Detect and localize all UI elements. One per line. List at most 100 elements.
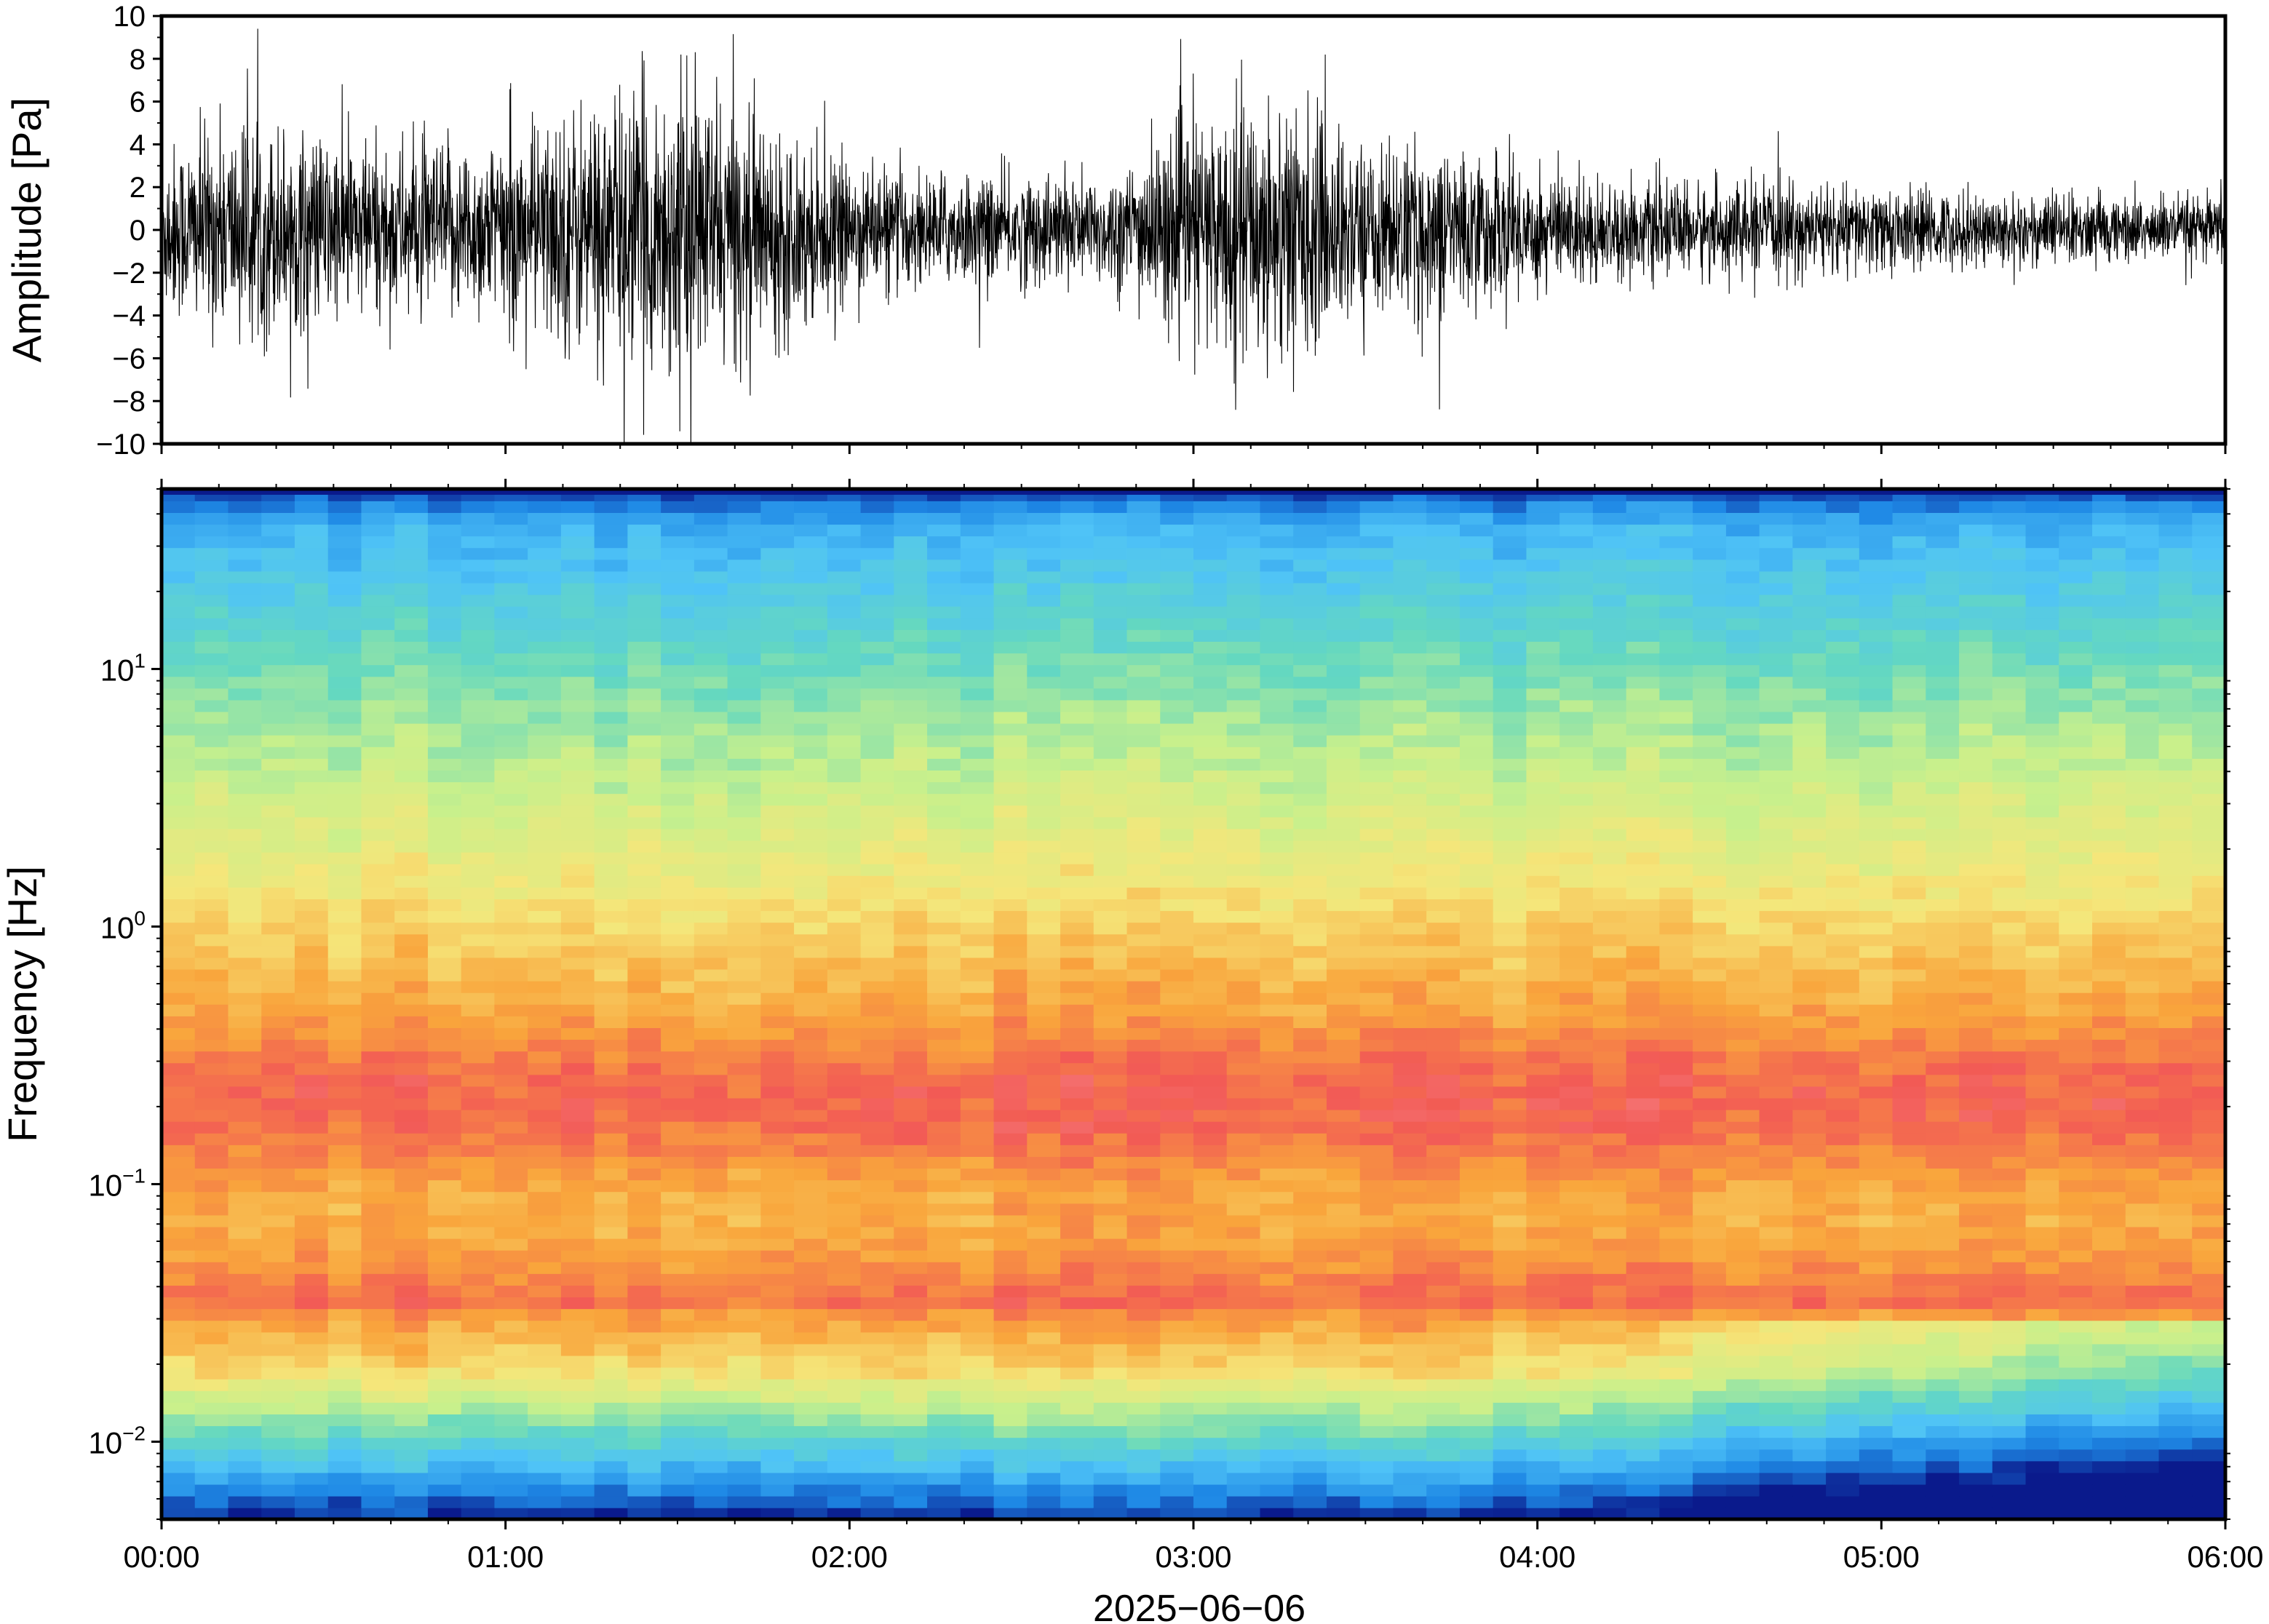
spectrogram-cell <box>1459 1214 1494 1227</box>
spectrogram-cell <box>1359 1437 1394 1450</box>
spectrogram-cell <box>1859 1460 1894 1473</box>
spectrogram-cell <box>860 1145 895 1157</box>
spectrogram-cell <box>1659 1168 1693 1181</box>
spectrogram-cell <box>1160 1191 1194 1204</box>
spectrogram-cell <box>1393 980 1427 993</box>
spectrogram-cell <box>1826 1238 1860 1251</box>
spectrogram-cell <box>162 1238 196 1251</box>
spectrogram-cell <box>162 1109 196 1122</box>
spectrogram-cell <box>1226 1308 1261 1321</box>
spectrogram-cell <box>361 1226 395 1239</box>
spectrogram-cell <box>1626 747 1661 759</box>
spectrogram-cell <box>261 1414 295 1427</box>
spectrogram-cell <box>1559 501 1594 513</box>
spectrogram-cell <box>927 863 961 876</box>
spectrogram-cell <box>461 1016 496 1028</box>
spectrogram-cell <box>327 559 362 572</box>
spectrogram-cell <box>960 968 995 982</box>
spectrogram-cell <box>1293 653 1327 666</box>
spectrogram-cell <box>1725 664 1760 677</box>
spectrogram-cell <box>1859 699 1894 712</box>
spectrogram-cell <box>1027 1062 1061 1075</box>
spectrogram-cell <box>727 605 762 618</box>
spectrogram-cell <box>694 1308 728 1321</box>
spectrogram-cell <box>1659 512 1693 525</box>
spectrogram-cell <box>1493 1027 1527 1040</box>
spectrogram-cell <box>960 1332 995 1345</box>
spectrogram-cell <box>827 559 862 572</box>
spectrogram-cell <box>760 1086 795 1099</box>
spectrogram-cell <box>1126 1378 1161 1391</box>
spectrogram-cell <box>727 711 762 724</box>
spectrogram-cell <box>1359 1004 1394 1016</box>
spectrogram-cell <box>1792 934 1827 947</box>
spectrogram-cell <box>960 1273 995 1286</box>
spectrogram-cell <box>1060 899 1094 912</box>
spectrogram-cell <box>760 1039 795 1052</box>
spectrogram-cell <box>294 1097 329 1110</box>
spectrogram-cell <box>1060 816 1094 829</box>
spectrogram-cell <box>760 559 795 572</box>
spectrogram-cell <box>1060 524 1094 537</box>
spectrogram-cell <box>661 1414 695 1427</box>
spectrogram-cell <box>1959 1320 1993 1333</box>
spectrogram-cell <box>1792 805 1827 818</box>
spectrogram-cell <box>1792 676 1827 689</box>
spectrogram-cell <box>228 723 263 736</box>
spectrogram-cell <box>1559 536 1594 549</box>
spectrogram-cell <box>1493 605 1527 618</box>
spectrogram-cell <box>1959 536 1993 549</box>
spectrogram-cell <box>993 828 1028 841</box>
spectrogram-cell <box>1926 816 1960 829</box>
spectrogram-cell <box>1826 723 1860 736</box>
spectrogram-cell <box>1526 1484 1560 1497</box>
spectrogram-cell <box>760 1109 795 1122</box>
spectrogram-cell <box>1626 1449 1661 1462</box>
spectrogram-cell <box>1926 1027 1960 1040</box>
spectrogram-cell <box>894 1308 928 1321</box>
spectrogram-cell <box>1426 934 1461 947</box>
spectrogram-cell <box>727 594 762 607</box>
spectrogram-cell <box>162 781 196 795</box>
spectrogram-cell <box>661 1109 695 1122</box>
spectrogram-cell <box>894 1262 928 1274</box>
spectrogram-cell <box>627 536 661 549</box>
spectrogram-cell <box>1226 1145 1261 1157</box>
spectrogram-cell <box>1826 1273 1860 1286</box>
spectrogram-cell <box>1060 887 1094 899</box>
spectrogram-cell <box>528 851 562 864</box>
spectrogram-cell <box>1826 734 1860 747</box>
spectrogram-cell <box>794 688 828 701</box>
spectrogram-cell <box>1459 1016 1494 1028</box>
spectrogram-cell <box>827 1238 862 1251</box>
spectrogram-cell <box>494 1226 528 1239</box>
spectrogram-cell <box>860 1226 895 1239</box>
spectrogram-cell <box>1826 512 1860 525</box>
spectrogram-cell <box>827 501 862 513</box>
spectrogram-cell <box>661 1156 695 1169</box>
spectrogram-cell <box>1160 1086 1194 1099</box>
spectrogram-cell <box>1559 1366 1594 1380</box>
spectrogram-cell <box>1659 816 1693 829</box>
spectrogram-cell <box>560 770 595 783</box>
spectrogram-cell <box>294 1273 329 1286</box>
spectrogram-cell <box>1592 1273 1627 1286</box>
spectrogram-cell <box>827 629 862 642</box>
spectrogram-cell <box>1559 828 1594 841</box>
spectrogram-cell <box>261 899 295 912</box>
spectrogram-cell <box>162 816 196 829</box>
spectrogram-cell <box>594 875 629 888</box>
spectrogram-cell <box>1892 1390 1927 1403</box>
spectrogram-cell <box>1992 910 2027 923</box>
spectrogram-cell <box>1992 1168 2027 1181</box>
spectrogram-cell <box>162 1449 196 1462</box>
spectrogram-cell <box>661 1297 695 1310</box>
spectrogram-cell <box>1326 1062 1361 1075</box>
spectrogram-cell <box>494 968 528 982</box>
spectrogram-cell <box>727 524 762 537</box>
spectrogram-cell <box>1826 1472 1860 1485</box>
spectrogram-cell <box>894 887 928 899</box>
spectrogram-cell <box>760 1273 795 1286</box>
spectrogram-cell <box>1193 1425 1228 1438</box>
spectrogram-cell <box>261 524 295 537</box>
